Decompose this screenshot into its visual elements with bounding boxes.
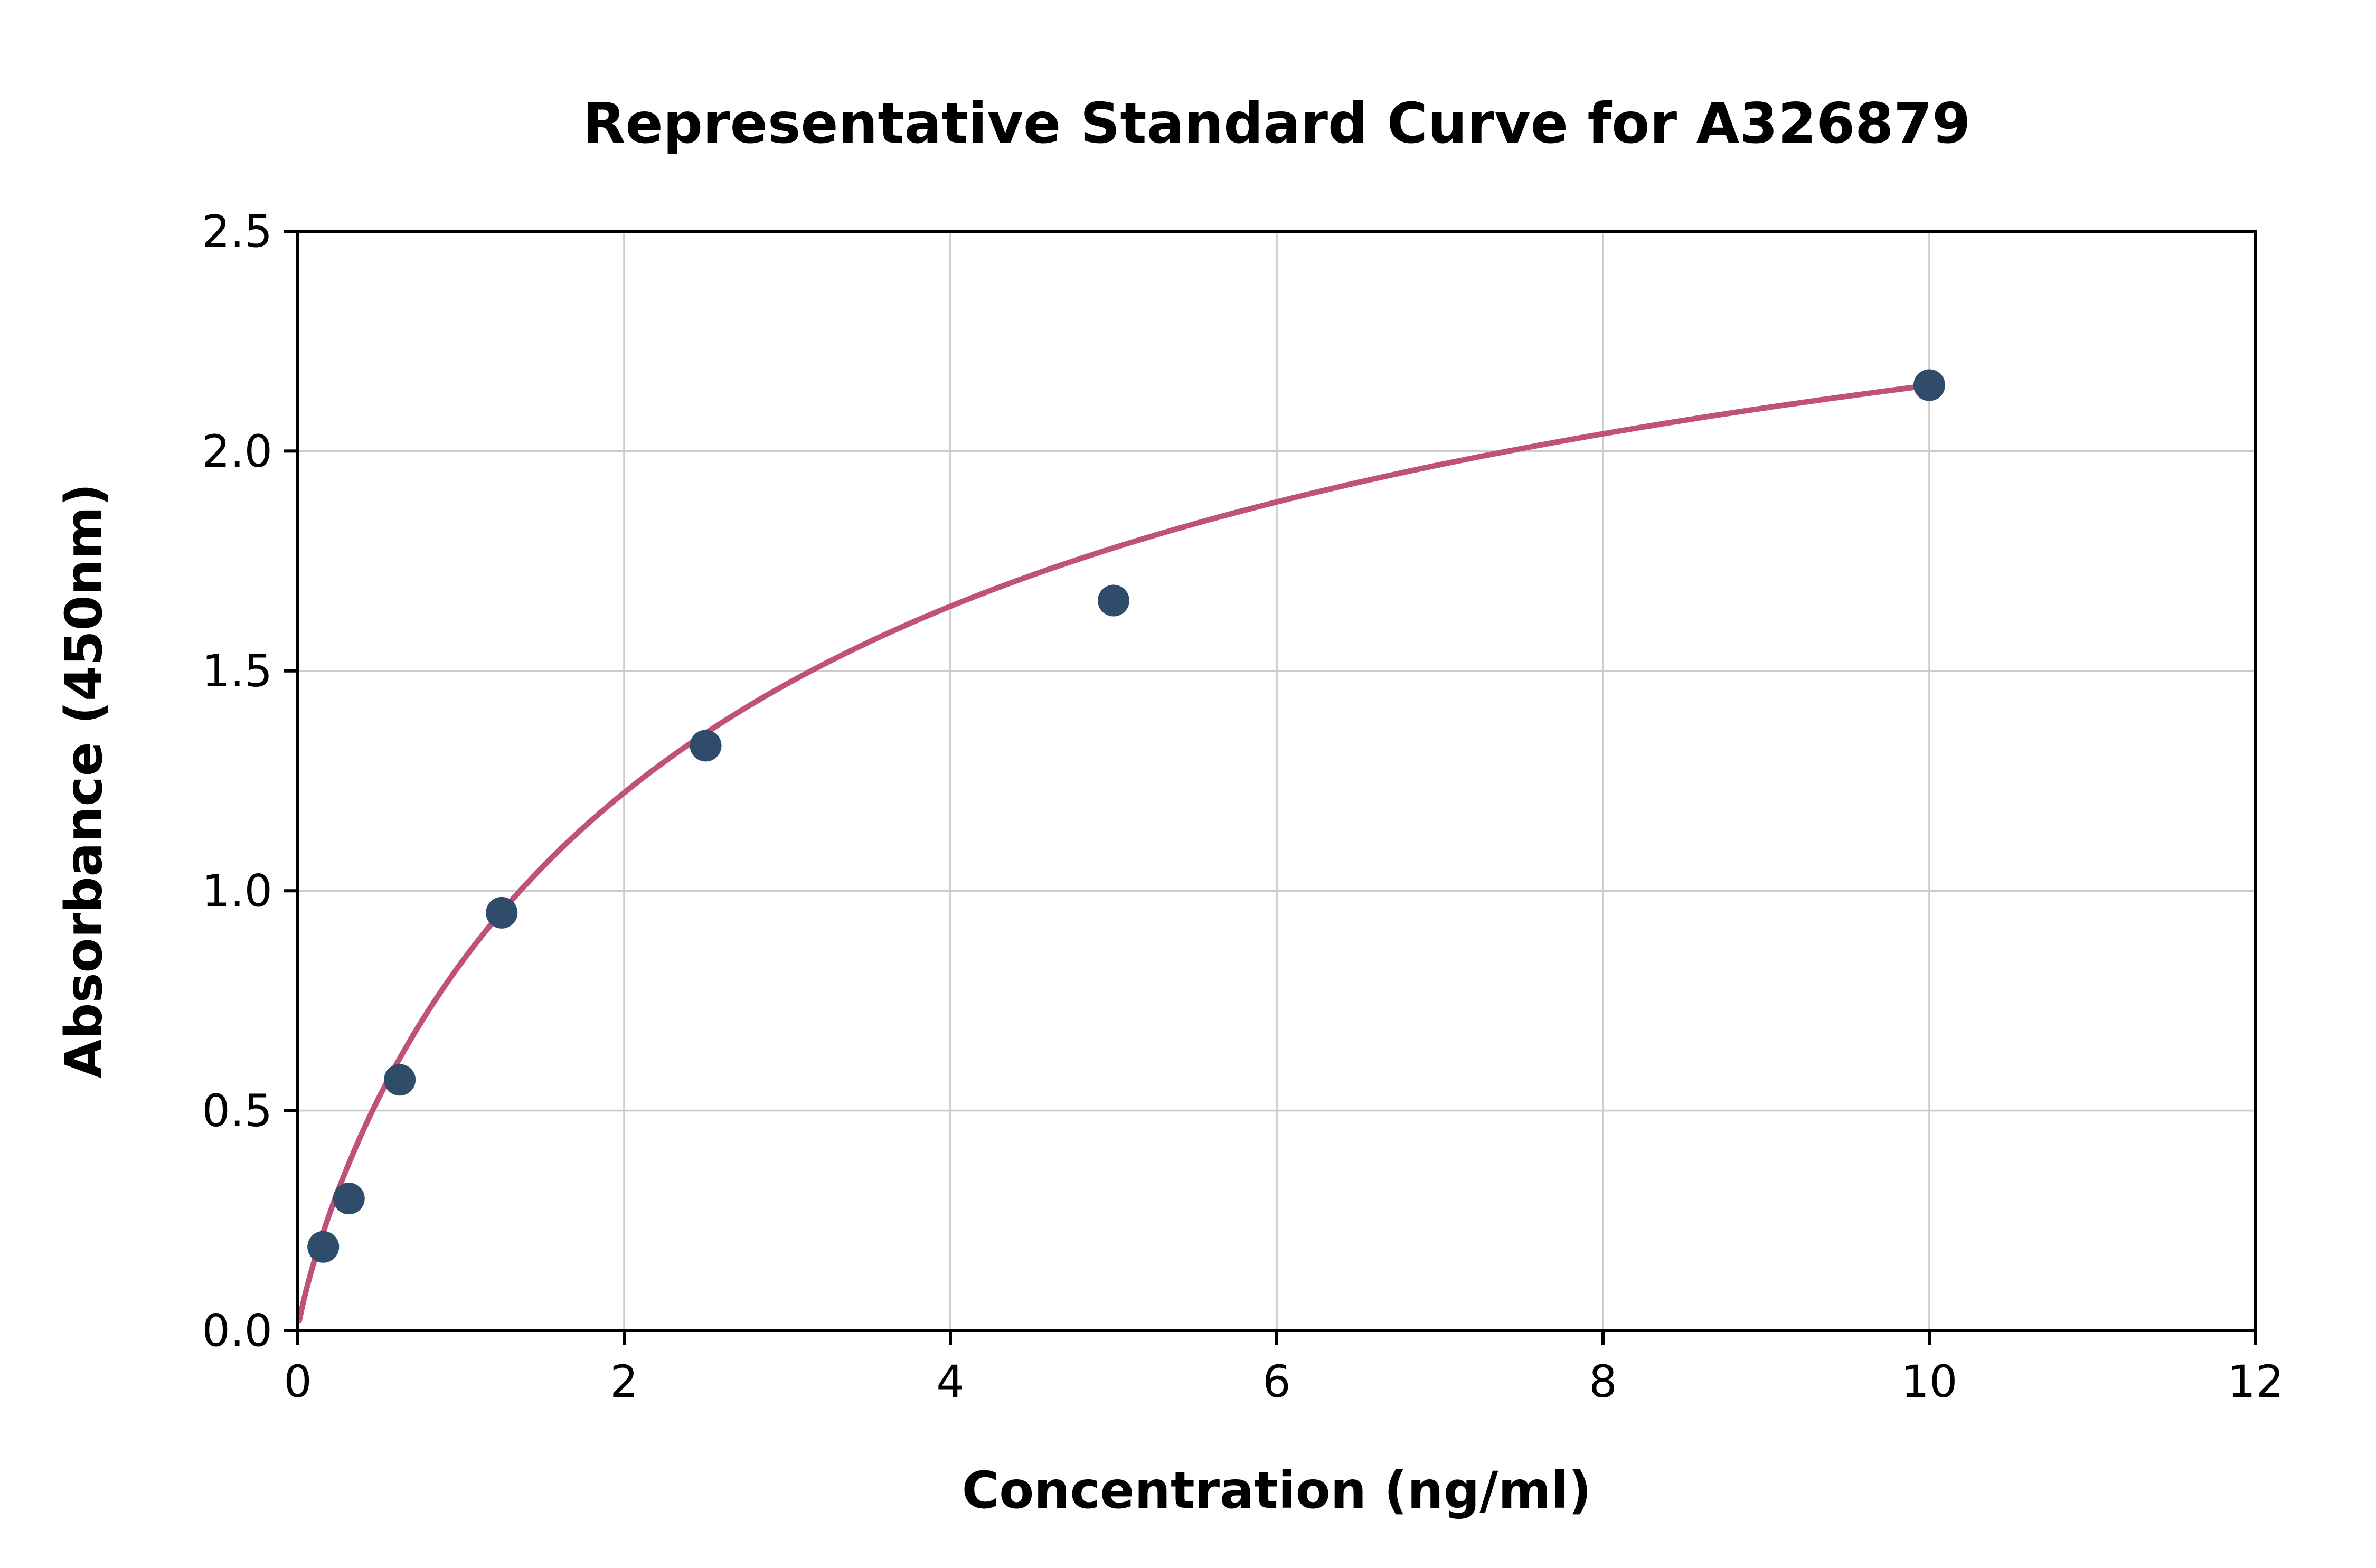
data-point (333, 1183, 365, 1215)
x-tick-label: 0 (284, 1356, 312, 1408)
y-tick-label: 0.5 (202, 1085, 272, 1137)
tick-marks (284, 230, 2257, 1345)
y-tick-label: 2.0 (202, 426, 272, 477)
data-points (307, 369, 1945, 1263)
y-tick-label: 0.0 (202, 1305, 272, 1356)
data-point (384, 1064, 416, 1096)
y-axis-label: Absorbance (450nm) (54, 483, 114, 1078)
x-tick-label: 8 (1589, 1356, 1617, 1408)
x-tick-labels: 0 2 4 6 8 10 12 (284, 1356, 2284, 1408)
x-tick-label: 4 (936, 1356, 964, 1408)
y-tick-label: 2.5 (202, 205, 272, 257)
data-point (486, 896, 518, 929)
gridlines (297, 230, 2257, 1331)
x-tick-label: 12 (2228, 1356, 2284, 1408)
y-tick-label: 1.5 (202, 645, 272, 697)
x-axis-label: Concentration (ng/ml) (962, 1461, 1591, 1520)
data-point (1098, 584, 1129, 617)
data-point (690, 730, 722, 762)
x-tick-label: 2 (610, 1356, 638, 1408)
data-point (307, 1231, 340, 1263)
chart-title: Representative Standard Curve for A32687… (583, 91, 1971, 156)
data-point (1913, 369, 1945, 401)
fit-curve-line (296, 381, 1940, 1323)
y-tick-labels: 0.0 0.5 1.0 1.5 2.0 2.5 (202, 205, 272, 1356)
x-tick-label: 6 (1262, 1356, 1290, 1408)
x-tick-label: 10 (1901, 1356, 1958, 1408)
y-tick-label: 1.0 (202, 865, 272, 917)
